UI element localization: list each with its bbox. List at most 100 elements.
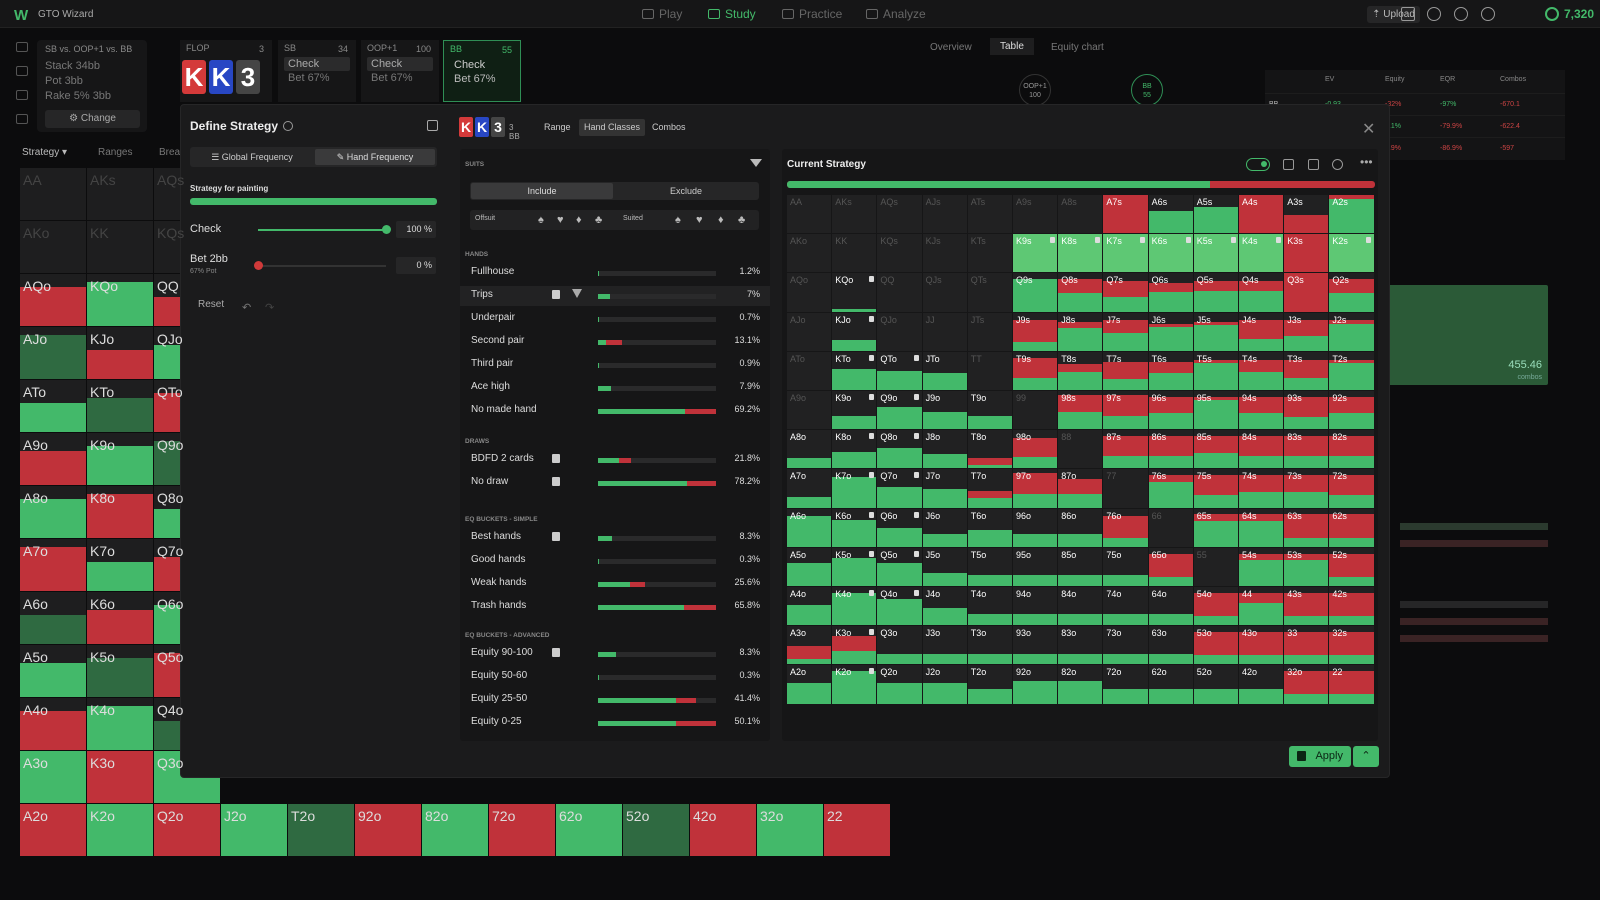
hand-cell[interactable]: J5o (921, 546, 969, 588)
hand-cell[interactable]: 65s (1192, 507, 1240, 549)
hand-cell[interactable]: T2o (966, 664, 1014, 706)
hand-cell[interactable]: QJo (876, 311, 924, 353)
help-icon[interactable] (1427, 7, 1441, 21)
hand-cell[interactable]: 73o (1102, 625, 1150, 667)
hand-class-row[interactable]: Trash hands 65.8% (460, 597, 770, 617)
hand-cell[interactable]: 92s (1328, 390, 1376, 431)
hand-cell[interactable]: KQs (876, 233, 924, 275)
hand-cell[interactable]: A3o (786, 625, 833, 667)
exclude-button[interactable]: Exclude (669, 186, 703, 196)
more-options-icon[interactable]: ••• (1360, 155, 1373, 169)
hand-cell[interactable]: QQ (876, 272, 924, 314)
hand-cell[interactable]: KJs (921, 233, 969, 275)
action-box-bb[interactable]: BB 55 Check Bet 67% (443, 40, 521, 102)
close-icon[interactable]: ✕ (1362, 121, 1376, 138)
swap-icon[interactable] (1332, 159, 1343, 170)
apply-button[interactable]: Apply (1289, 746, 1351, 767)
bg-hand-cell[interactable]: 42o (690, 804, 756, 856)
lock-icon[interactable] (552, 648, 560, 657)
hand-cell[interactable]: A9o (786, 390, 833, 431)
hand-cell[interactable]: K7s (1102, 233, 1150, 275)
hand-cell[interactable]: K3o (831, 625, 879, 667)
hand-cell[interactable]: 32s (1328, 625, 1376, 667)
hand-cell[interactable]: 53s (1283, 546, 1331, 588)
hand-class-row[interactable]: Underpair 0.7% (460, 309, 770, 329)
bg-hand-cell[interactable]: 72o (489, 804, 555, 856)
bg-hand-cell[interactable]: AQo (20, 274, 86, 326)
hand-cell[interactable]: JJ (921, 311, 969, 353)
hand-cell[interactable]: A9s (1012, 194, 1059, 235)
hand-cell[interactable]: 96o (1012, 507, 1059, 549)
hand-cell[interactable]: A5o (786, 546, 833, 588)
bg-hand-cell[interactable]: Q2o (154, 804, 220, 856)
bg-hand-cell[interactable]: 22 (824, 804, 890, 856)
hand-cell[interactable]: 96s (1147, 390, 1195, 431)
hand-cell[interactable]: 52s (1328, 546, 1376, 588)
hand-cell[interactable]: Q4o (876, 586, 924, 627)
history-icon[interactable] (16, 42, 28, 52)
hand-class-row[interactable]: BDFD 2 cards 21.8% (460, 450, 770, 470)
hand-cell[interactable]: J2o (921, 664, 969, 706)
bg-hand-cell[interactable]: AKs (87, 168, 153, 220)
hand-cell[interactable]: 44 (1238, 586, 1285, 627)
hand-cell[interactable]: 83o (1057, 625, 1105, 667)
hand-cell[interactable]: J3o (921, 625, 969, 667)
hand-cell[interactable]: J2s (1328, 311, 1376, 353)
hand-cell[interactable]: T6o (966, 507, 1014, 549)
hand-cell[interactable]: J6s (1147, 311, 1195, 353)
hand-cell[interactable]: A3s (1283, 194, 1331, 235)
hand-cell[interactable]: Q5s (1192, 272, 1240, 314)
tab-equity-chart[interactable]: Equity chart (1051, 42, 1104, 53)
hand-cell[interactable]: 98o (1012, 429, 1059, 471)
lock-icon[interactable] (552, 290, 560, 299)
bet-frequency-slider[interactable] (254, 261, 386, 270)
hand-cell[interactable]: Q3o (876, 625, 924, 667)
hand-cell[interactable]: 43s (1283, 586, 1331, 627)
hand-cell[interactable]: 95o (1012, 546, 1059, 588)
hand-cell[interactable]: QTo (876, 350, 924, 392)
bet-frequency-input[interactable]: 0 % (396, 257, 436, 274)
action-box-oop1[interactable]: OOP+1 100 Check Bet 67% (361, 40, 439, 102)
hand-cell[interactable]: A2o (786, 664, 833, 706)
hand-cell[interactable]: T8o (966, 429, 1014, 471)
collapse-panel-icon[interactable] (427, 120, 438, 131)
hand-cell[interactable]: Q2o (876, 664, 924, 706)
hand-cell[interactable]: T4o (966, 586, 1014, 627)
settings-gear-icon[interactable] (1454, 7, 1468, 21)
hand-cell[interactable]: 93o (1012, 625, 1059, 667)
hand-cell[interactable]: 94o (1012, 586, 1059, 627)
hand-cell[interactable]: A7o (786, 468, 833, 510)
hand-cell[interactable]: 55 (1192, 546, 1240, 588)
hand-cell[interactable]: 87s (1102, 429, 1150, 471)
spade-icon[interactable]: ♠ (538, 214, 544, 226)
reset-button[interactable]: Reset (198, 299, 225, 310)
hand-cell[interactable]: 72o (1102, 664, 1150, 706)
lock-icon[interactable] (552, 477, 560, 486)
hand-cell[interactable]: KTo (831, 350, 879, 392)
hand-cell[interactable]: J8o (921, 429, 969, 471)
save-icon[interactable] (16, 66, 28, 76)
nav-practice[interactable]: Practice (782, 7, 842, 21)
action-bet[interactable]: Bet 67% (288, 72, 330, 84)
hand-cell[interactable]: Q6s (1147, 272, 1195, 314)
bg-hand-cell[interactable]: K6o (87, 592, 153, 644)
hand-cell[interactable]: J7s (1102, 311, 1150, 353)
tab-overview[interactable]: Overview (930, 42, 972, 53)
hand-cell[interactable]: 99 (1012, 390, 1059, 431)
app-name[interactable]: GTO Wizard (38, 9, 94, 20)
hand-cell[interactable]: 22 (1328, 664, 1376, 706)
hand-frequency-button[interactable]: ✎ Hand Frequency (315, 149, 435, 165)
hand-cell[interactable]: J6o (921, 507, 969, 549)
hand-cell[interactable]: 75o (1102, 546, 1150, 588)
hand-cell[interactable]: 83s (1283, 429, 1331, 471)
bg-hand-cell[interactable]: A5o (20, 645, 86, 697)
change-button[interactable]: ⚙ Change (45, 110, 140, 128)
bg-hand-cell[interactable]: 82o (422, 804, 488, 856)
hand-cell[interactable]: K6o (831, 507, 879, 549)
hand-cell[interactable]: 85o (1057, 546, 1105, 588)
club-icon[interactable]: ♣ (595, 214, 603, 226)
hand-cell[interactable]: J4s (1238, 311, 1285, 353)
hand-cell[interactable]: 72s (1328, 468, 1376, 510)
hand-cell[interactable]: 85s (1192, 429, 1240, 471)
hand-cell[interactable]: AKs (831, 194, 879, 235)
